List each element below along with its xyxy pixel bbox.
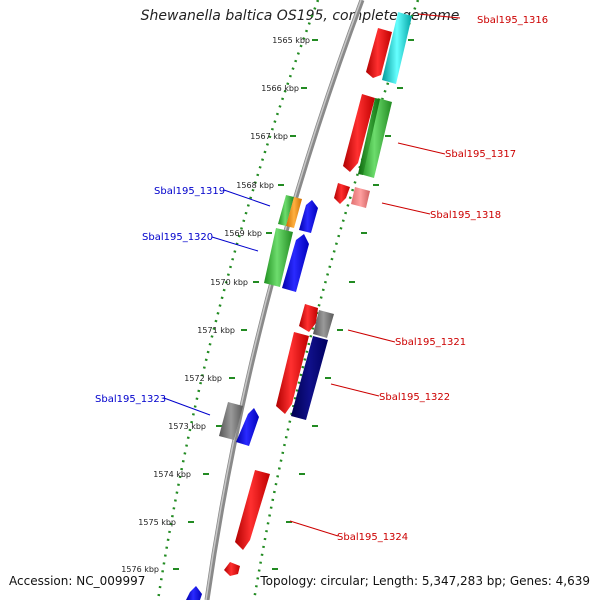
scale-label: 1569 kbp xyxy=(224,229,262,238)
gene-red-long[interactable] xyxy=(343,94,375,172)
leader-line xyxy=(397,142,446,155)
leader-line xyxy=(163,397,211,416)
scale-label: 1575 kbp xyxy=(138,518,176,527)
topology-text: Topology: circular; Length: 5,347,283 bp… xyxy=(260,574,590,588)
gene-hit-cyan[interactable] xyxy=(382,12,412,84)
gene-sbal195-1319[interactable] xyxy=(278,195,294,226)
leader-line xyxy=(211,236,259,252)
gene-label-sbal195-1322[interactable]: Sbal195_1322 xyxy=(379,392,450,403)
accession-text: Accession: NC_009997 xyxy=(9,574,146,588)
leader-line xyxy=(347,329,396,343)
gene-sbal195-1321[interactable] xyxy=(313,310,334,338)
gene-sbal195-1322[interactable] xyxy=(291,336,328,420)
scale-label: 1572 kbp xyxy=(184,374,222,383)
scale-tick-marks-outer xyxy=(272,39,414,570)
gene-blue-1323[interactable] xyxy=(236,408,259,446)
scale-tick-marks xyxy=(173,39,318,570)
gene-label-sbal195-1319[interactable]: Sbal195_1319 xyxy=(154,186,225,197)
gene-red-bottom[interactable] xyxy=(224,562,240,576)
gene-label-sbal195-1321[interactable]: Sbal195_1321 xyxy=(395,337,466,348)
scale-ring-inner xyxy=(156,0,320,600)
gene-blue-1319[interactable] xyxy=(299,200,318,233)
gene-label-sbal195-1318[interactable]: Sbal195_1318 xyxy=(430,210,501,221)
genome-backbone-highlight xyxy=(205,0,362,600)
scale-label: 1574 kbp xyxy=(153,470,191,479)
gene-blue-1320[interactable] xyxy=(282,234,309,292)
gene-label-sbal195-1323[interactable]: Sbal195_1323 xyxy=(95,394,166,405)
scale-label: 1576 kbp xyxy=(121,565,159,574)
gene-sbal195-1324[interactable] xyxy=(235,470,270,550)
gene-orange-hit[interactable] xyxy=(286,197,302,228)
gene-label-sbal195-1324[interactable]: Sbal195_1324 xyxy=(337,532,408,543)
leader-line xyxy=(289,520,339,537)
gene-red-small[interactable] xyxy=(334,183,350,204)
gene-sbal195-1316[interactable] xyxy=(366,28,392,78)
gene-sbal195-1317[interactable] xyxy=(360,98,392,178)
scale-ring-outer xyxy=(252,0,420,600)
genome-backbone xyxy=(204,0,365,600)
genome-title: Shewanella baltica OS195, complete genom… xyxy=(140,8,460,24)
leader-line xyxy=(381,202,431,215)
scale-label: 1566 kbp xyxy=(261,84,299,93)
gene-sbal195-1323[interactable] xyxy=(219,402,243,440)
leader-line xyxy=(330,383,380,397)
gene-label-sbal195-1316[interactable]: Sbal195_1316 xyxy=(477,15,548,26)
scale-label: 1565 kbp xyxy=(272,36,310,45)
gene-red-1321[interactable] xyxy=(299,304,318,332)
scale-label: 1573 kbp xyxy=(168,422,206,431)
leader-line xyxy=(223,189,271,207)
gene-sbal195-1318[interactable] xyxy=(351,187,370,208)
scale-label: 1570 kbp xyxy=(210,278,248,287)
gene-blue-bottom[interactable] xyxy=(186,586,202,600)
scale-label: 1568 kbp xyxy=(236,181,274,190)
gene-sbal195-1317-dark xyxy=(358,98,380,175)
gene-red-1322[interactable] xyxy=(276,332,309,414)
scale-label: 1571 kbp xyxy=(197,326,235,335)
scale-label: 1567 kbp xyxy=(250,132,288,141)
leader-line xyxy=(417,13,461,19)
gene-sbal195-1320[interactable] xyxy=(264,228,293,287)
gene-label-sbal195-1317[interactable]: Sbal195_1317 xyxy=(445,149,516,160)
gene-label-sbal195-1320[interactable]: Sbal195_1320 xyxy=(142,232,213,243)
